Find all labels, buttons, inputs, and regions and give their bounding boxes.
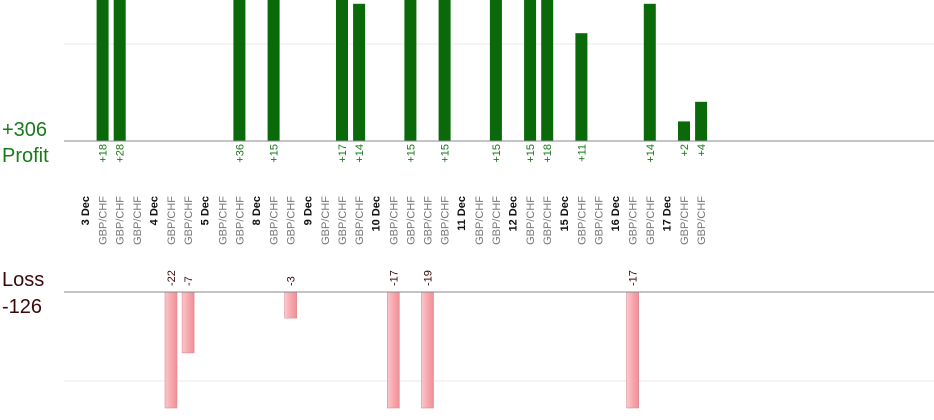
pair-label: GBP/CHF <box>525 196 537 245</box>
profit-value-label: +14 <box>645 144 657 163</box>
pair-label: GBP/CHF <box>354 196 366 245</box>
pair-label: GBP/CHF <box>286 196 298 245</box>
trade-labels: 3 Dec GBP/CHF +18 GBP/CHF +28 GBP/CHF 4 Dec GBP… <box>80 144 708 286</box>
loss-value-label: -7 <box>183 276 195 286</box>
loss-bar <box>284 291 298 319</box>
pair-label: GBP/CHF <box>98 196 110 245</box>
date-label: 10 Dec <box>371 196 383 231</box>
pair-label: GBP/CHF <box>645 196 657 245</box>
loss-bar <box>164 291 178 409</box>
date-label: 5 Dec <box>200 196 212 225</box>
profit-bar <box>678 121 690 141</box>
profit-value-label: +14 <box>354 144 366 163</box>
profit-bar <box>489 0 502 141</box>
loss-value-label: -3 <box>286 276 298 286</box>
pair-label: GBP/CHF <box>132 196 144 245</box>
profit-value-label: +11 <box>576 144 588 162</box>
profit-bar <box>695 101 708 141</box>
profit-bar <box>353 3 366 141</box>
profit-bar <box>404 0 417 141</box>
profit-bar <box>643 3 656 141</box>
profit-value-label: +18 <box>542 144 554 163</box>
loss-value-label: -17 <box>388 270 400 286</box>
date-label: 17 Dec <box>661 196 673 231</box>
profit-bar <box>267 0 280 141</box>
profit-bar <box>233 0 246 141</box>
profit-value-label: +18 <box>98 144 110 163</box>
pair-label: GBP/CHF <box>405 196 417 245</box>
date-label: 11 Dec <box>456 196 468 231</box>
pair-label: GBP/CHF <box>183 196 195 245</box>
pair-label: GBP/CHF <box>269 196 281 245</box>
profit-value-label: +15 <box>269 144 281 163</box>
pair-label: GBP/CHF <box>628 196 640 245</box>
pair-label: GBP/CHF <box>115 196 127 245</box>
loss-value-label: -19 <box>423 270 435 286</box>
pair-label: GBP/CHF <box>388 196 400 245</box>
profit-value-label: +28 <box>115 144 127 163</box>
profit-bar <box>438 0 451 141</box>
date-label: 12 Dec <box>508 196 520 231</box>
date-label: 8 Dec <box>251 196 263 225</box>
profit-value-label: +15 <box>405 144 417 163</box>
date-label: 4 Dec <box>148 196 160 225</box>
pair-label: GBP/CHF <box>234 196 246 245</box>
profit-total: +306 <box>2 119 48 141</box>
pair-label: GBP/CHF <box>217 196 229 245</box>
profit-bars <box>96 0 708 142</box>
loss-bar <box>386 291 400 409</box>
pair-label: GBP/CHF <box>594 196 606 245</box>
pair-label: GBP/CHF <box>166 196 178 245</box>
profit-value-label: +4 <box>696 144 708 157</box>
date-label: 15 Dec <box>559 196 571 231</box>
pair-label: GBP/CHF <box>542 196 554 245</box>
loss-label: Loss <box>2 269 45 291</box>
pair-label: GBP/CHF <box>696 196 708 245</box>
profit-value-label: +17 <box>337 144 349 163</box>
pair-label: GBP/CHF <box>320 196 332 245</box>
loss-total: -126 <box>2 296 43 318</box>
profit-label: Profit <box>2 145 49 167</box>
pair-label: GBP/CHF <box>679 196 691 245</box>
profit-value-label: +15 <box>491 144 503 163</box>
loss-bar <box>626 291 640 409</box>
profit-value-label: +2 <box>679 144 691 157</box>
profit-bar <box>113 0 126 141</box>
date-label: 3 Dec <box>80 196 92 225</box>
profit-bar <box>575 33 588 142</box>
pair-label: GBP/CHF <box>337 196 349 245</box>
profit-value-label: +15 <box>440 144 452 163</box>
loss-bar <box>421 291 434 409</box>
profit-bar <box>541 0 554 141</box>
loss-value-label: -17 <box>628 270 640 286</box>
profit-bar <box>524 0 537 141</box>
date-label: 9 Dec <box>302 196 314 225</box>
loss-bars <box>164 291 640 409</box>
profit-bar <box>336 0 348 141</box>
loss-bar <box>181 291 195 354</box>
pair-label: GBP/CHF <box>491 196 503 245</box>
profit-value-label: +36 <box>234 144 246 163</box>
date-label: 16 Dec <box>610 196 622 231</box>
profit-bar <box>96 0 109 141</box>
profit-value-label: +15 <box>525 144 537 163</box>
pair-label: GBP/CHF <box>440 196 452 245</box>
pair-label: GBP/CHF <box>576 196 588 245</box>
axis-lines <box>64 140 934 293</box>
loss-value-label: -22 <box>166 270 178 286</box>
pair-label: GBP/CHF <box>474 196 486 245</box>
pair-label: GBP/CHF <box>423 196 435 245</box>
